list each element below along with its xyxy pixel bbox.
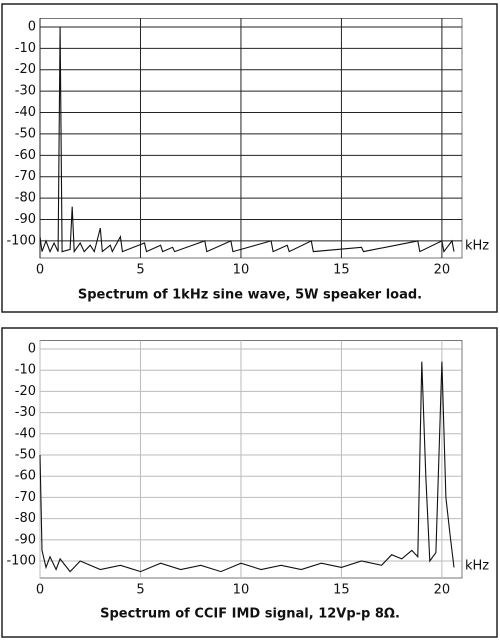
spectrum-line: [39, 361, 455, 573]
y-tick-label: -40: [15, 105, 36, 120]
y-tick-label: -100: [6, 554, 36, 569]
x-tick-label: 0: [36, 583, 44, 598]
spectrum-line: [39, 26, 455, 254]
y-tick-label: -40: [15, 426, 36, 441]
y-tick-label: -50: [15, 448, 36, 463]
y-tick-label: -80: [15, 191, 36, 206]
plot-area: [39, 340, 463, 579]
x-tick-label: 10: [233, 263, 250, 278]
y-tick-label: -80: [15, 511, 36, 526]
x-axis-label: kHz: [465, 239, 489, 254]
y-tick-label: 0: [28, 19, 36, 34]
y-tick-label: -60: [15, 148, 36, 163]
x-tick-label: 5: [136, 263, 144, 278]
chart-caption: Spectrum of CCIF IMD signal, 12Vp-p 8Ω.: [100, 607, 400, 622]
x-tick-label: 20: [434, 583, 451, 598]
y-tick-label: -10: [15, 363, 36, 378]
x-tick-label: 20: [434, 263, 451, 278]
x-tick-label: 0: [36, 263, 44, 278]
y-tick-label: 0: [28, 341, 36, 356]
y-tick-label: -30: [15, 84, 36, 99]
x-tick-label: 15: [333, 583, 350, 598]
panel-frame: [1, 3, 498, 313]
panel-frame: [1, 327, 498, 638]
y-tick-label: -30: [15, 405, 36, 420]
chart-caption: Spectrum of 1kHz sine wave, 5W speaker l…: [78, 288, 422, 303]
y-tick-label: -90: [15, 212, 36, 227]
y-tick-label: -50: [15, 126, 36, 141]
y-tick-label: -90: [15, 532, 36, 547]
x-tick-label: 10: [233, 583, 250, 598]
y-tick-label: -20: [15, 384, 36, 399]
y-tick-label: -100: [6, 233, 36, 248]
y-tick-label: -20: [15, 62, 36, 77]
y-tick-label: -60: [15, 469, 36, 484]
plot-area: [39, 17, 463, 259]
x-tick-label: 5: [136, 583, 144, 598]
x-axis-label: kHz: [465, 559, 489, 574]
y-tick-label: -70: [15, 169, 36, 184]
y-tick-label: -10: [15, 41, 36, 56]
x-tick-label: 15: [333, 263, 350, 278]
y-tick-label: -70: [15, 490, 36, 505]
